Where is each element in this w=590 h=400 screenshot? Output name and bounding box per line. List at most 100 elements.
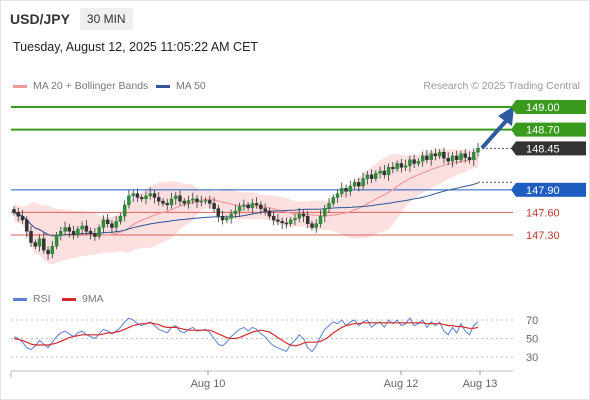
candle-body: [110, 223, 114, 228]
candle-body: [246, 204, 250, 209]
candle-body: [429, 153, 433, 160]
candle-body: [208, 200, 212, 204]
legend-item-9ma: 9MA: [62, 293, 104, 305]
rsi-9ma-line: [13, 322, 479, 347]
candle-body: [259, 204, 263, 209]
candle-body: [327, 203, 331, 209]
candle-body: [433, 153, 438, 157]
candle-body: [59, 230, 63, 236]
candle-body: [169, 198, 174, 206]
candle-body: [203, 200, 208, 202]
candle-body: [114, 221, 118, 228]
candle-body: [199, 200, 204, 203]
candle-body: [399, 163, 404, 168]
price-label-149.00: 149.00: [526, 102, 560, 114]
candle-body: [174, 195, 178, 200]
legend-swatch-rsi: [13, 297, 27, 301]
candle-body: [67, 227, 72, 232]
x-tick-label: Aug 12: [384, 378, 419, 390]
rsi-level-label: 30: [526, 352, 538, 364]
candle-body: [165, 203, 169, 206]
candle-body: [318, 215, 323, 224]
price-label-box-147.90: [516, 182, 586, 197]
candle-body: [212, 203, 216, 209]
candle-body: [178, 195, 182, 202]
candle-body: [386, 166, 391, 175]
candle-body: [288, 219, 293, 224]
candle-body: [105, 219, 110, 224]
candle-body: [220, 215, 225, 221]
legend-label-ma50: MA 50: [176, 80, 206, 92]
candle-body: [403, 165, 408, 168]
candle-body: [280, 221, 284, 224]
candle-body: [50, 246, 55, 255]
candle-body: [357, 182, 361, 187]
candle-body: [344, 188, 348, 192]
candle-body: [305, 215, 310, 224]
credit-text: Research © 2025 Trading Central: [423, 80, 580, 92]
candle-body: [361, 178, 365, 187]
candle-body: [293, 218, 297, 221]
candle-body: [340, 188, 344, 194]
legend-label-9ma: 9MA: [82, 293, 104, 305]
candle-body: [42, 238, 46, 251]
x-tick-label: Aug 13: [463, 378, 498, 390]
price-label-notch: [511, 122, 516, 137]
chart-header: USD/JPY 30 MIN: [10, 7, 133, 31]
candle-body: [152, 193, 157, 198]
candle-body: [348, 185, 353, 192]
symbol-label: USD/JPY: [10, 11, 70, 27]
legend-item-ma50: MA 50: [156, 80, 206, 92]
candle-body: [254, 203, 259, 206]
candle-body: [463, 153, 467, 158]
candle-body: [276, 219, 280, 222]
candle-body: [284, 222, 289, 225]
price-label-notch: [511, 182, 516, 197]
candle-body: [195, 198, 199, 203]
candle-body: [84, 225, 89, 232]
legend-swatch-9ma: [62, 297, 76, 301]
candle-body: [225, 218, 229, 221]
candle-body: [182, 200, 187, 204]
candle-body: [314, 223, 318, 228]
candle-body: [63, 227, 67, 232]
candle-body: [25, 219, 29, 232]
candle-body: [378, 170, 382, 174]
candle-body: [310, 223, 314, 228]
candle-body: [186, 200, 191, 204]
candle-body: [127, 195, 131, 206]
candle-body: [471, 151, 476, 160]
candle-body: [242, 204, 246, 207]
price-label-box-149.00: [516, 100, 586, 114]
candle-body: [16, 212, 21, 217]
trend-arrow-shaft: [480, 119, 508, 150]
candle-body: [135, 193, 140, 198]
x-tick-label: Aug 10: [191, 378, 226, 390]
candle-body: [144, 195, 148, 200]
candle-body: [374, 173, 378, 179]
candle-body: [88, 230, 93, 234]
candle-body: [382, 170, 387, 176]
candle-body: [331, 197, 336, 204]
candle-body: [442, 151, 446, 159]
timeframe-button[interactable]: 30 MIN: [79, 8, 133, 30]
candle-body: [352, 182, 357, 187]
candle-body: [93, 233, 97, 237]
candle-body: [216, 208, 221, 217]
candle-body: [122, 204, 127, 217]
legend-swatch-ma50: [156, 84, 170, 88]
candle-body: [250, 203, 255, 209]
candle-body: [118, 215, 123, 222]
candle-body: [446, 157, 450, 162]
candle-body: [33, 242, 38, 247]
legend-label-rsi: RSI: [33, 293, 51, 305]
legend-item-rsi: RSI: [13, 293, 51, 305]
candle-body: [46, 249, 50, 255]
candle-body: [37, 238, 42, 247]
candle-body: [263, 208, 267, 212]
candle-body: [76, 228, 80, 236]
rsi-level-label: 50: [526, 334, 538, 346]
legend-swatch-ma20: [13, 84, 27, 88]
candle-body: [454, 155, 459, 160]
